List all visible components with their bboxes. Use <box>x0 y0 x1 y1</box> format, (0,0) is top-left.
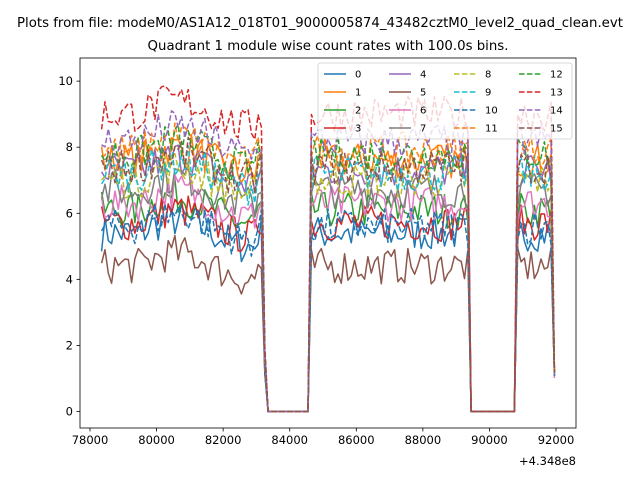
legend-label-0: 0 <box>355 70 361 81</box>
y-tick-label: 0 <box>66 404 73 418</box>
legend-label-8: 8 <box>485 70 491 81</box>
series-line-15 <box>100 136 556 413</box>
legend-label-10: 10 <box>485 106 498 117</box>
legend-label-9: 9 <box>485 88 491 99</box>
legend-label-5: 5 <box>420 88 426 99</box>
series-line-12 <box>100 123 556 413</box>
legend-label-6: 6 <box>420 106 426 117</box>
legend-label-13: 13 <box>550 88 563 99</box>
y-tick-label: 6 <box>66 206 73 220</box>
legend-label-12: 12 <box>550 70 563 81</box>
legend-box <box>317 62 573 140</box>
legend-label-2: 2 <box>355 106 361 117</box>
x-tick-label: 80000 <box>138 433 175 447</box>
y-tick-label: 2 <box>66 338 73 352</box>
figure-suptitle: Plots from file: modeM0/AS1A12_018T01_90… <box>17 16 623 31</box>
y-tick-label: 8 <box>66 140 73 154</box>
axes-frame <box>79 57 577 429</box>
x-tick-label: 84000 <box>271 433 308 447</box>
legend-label-15: 15 <box>550 124 563 135</box>
x-offset-label: +4.348e8 <box>519 454 576 468</box>
series-lines <box>100 85 556 413</box>
legend-label-3: 3 <box>355 124 361 135</box>
x-tick-label: 82000 <box>205 433 242 447</box>
legend-label-1: 1 <box>355 88 361 99</box>
y-tick-label: 10 <box>58 74 73 88</box>
x-tick-label: 92000 <box>538 433 575 447</box>
legend-label-4: 4 <box>420 70 426 81</box>
legend-label-7: 7 <box>420 124 426 135</box>
legend-label-11: 11 <box>485 124 498 135</box>
y-tick-label: 4 <box>66 272 73 286</box>
axes: 78000 80000 82000 84000 86000 88000 90000 92000… <box>58 57 577 468</box>
chart-title: Quadrant 1 module wise count rates with … <box>148 39 509 54</box>
x-tick-label: 78000 <box>72 433 109 447</box>
x-tick-label: 88000 <box>405 433 442 447</box>
x-tick-label: 86000 <box>338 433 375 447</box>
legend-label-14: 14 <box>550 106 563 117</box>
x-tick-label: 90000 <box>471 433 508 447</box>
